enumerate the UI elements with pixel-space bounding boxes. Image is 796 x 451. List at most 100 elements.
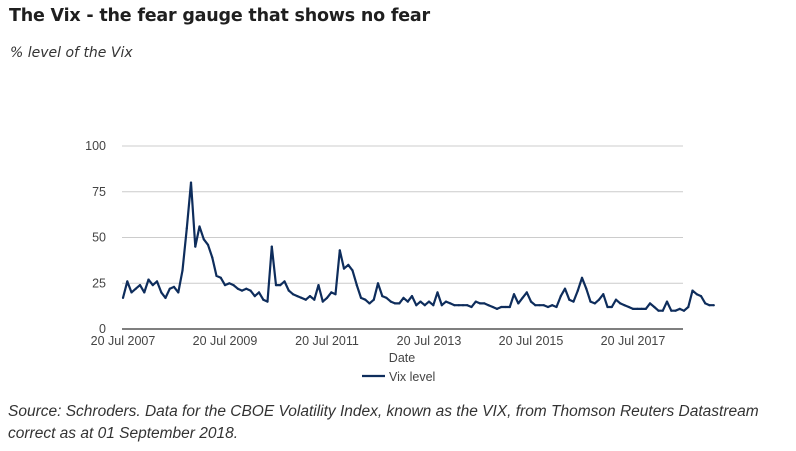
x-tick-label: 20 Jul 2011 — [295, 334, 359, 348]
data-point — [461, 304, 465, 307]
data-point — [325, 296, 329, 299]
data-point — [508, 305, 511, 309]
data-point — [534, 304, 537, 307]
data-point — [559, 295, 562, 298]
data-point — [262, 298, 265, 301]
x-tick-label: 20 Jul 2017 — [601, 334, 666, 348]
data-point — [653, 305, 656, 309]
data-point — [504, 305, 507, 309]
x-tick-label: 20 Jul 2009 — [193, 334, 258, 348]
data-point — [449, 302, 452, 305]
data-point — [704, 302, 707, 305]
data-point — [699, 295, 703, 298]
data-point — [287, 289, 290, 292]
data-point — [415, 304, 418, 307]
data-point — [279, 284, 282, 287]
data-point — [674, 309, 677, 312]
grid-lines — [122, 145, 683, 284]
data-point — [432, 304, 435, 307]
y-axis-tick-labels: 0 25 50 75 100 — [85, 139, 106, 336]
data-point — [466, 304, 469, 307]
data-point — [444, 300, 448, 303]
data-point — [351, 269, 354, 272]
data-point — [521, 296, 524, 299]
data-point — [627, 305, 630, 309]
data-point — [555, 305, 558, 309]
data-point — [177, 291, 180, 294]
data-point — [410, 295, 414, 298]
data-point — [546, 305, 550, 309]
y-tick-label: 100 — [85, 139, 106, 153]
data-point — [206, 243, 210, 246]
data-point — [347, 263, 350, 266]
data-point — [291, 293, 295, 296]
data-point — [512, 293, 516, 296]
data-point — [517, 302, 520, 305]
legend[interactable]: Vix level — [362, 370, 435, 384]
data-point — [321, 300, 324, 303]
y-tick-label: 0 — [99, 322, 106, 336]
data-point — [168, 287, 171, 290]
data-point — [597, 298, 601, 301]
data-point — [606, 305, 609, 309]
data-point — [342, 267, 346, 270]
y-tick-label: 50 — [92, 231, 106, 245]
data-point — [398, 302, 401, 305]
data-point — [389, 300, 392, 303]
data-point — [495, 307, 499, 310]
data-point — [563, 287, 567, 290]
data-point — [619, 302, 622, 305]
data-point — [172, 285, 176, 288]
legend-label: Vix level — [389, 370, 435, 384]
data-point — [270, 245, 273, 248]
data-point — [542, 304, 545, 307]
data-point — [687, 305, 690, 309]
data-point — [257, 291, 261, 294]
data-point — [636, 307, 639, 310]
data-point — [138, 284, 142, 287]
data-point — [334, 293, 337, 296]
data-point — [211, 256, 214, 259]
data-point — [614, 298, 618, 301]
data-point — [661, 309, 664, 312]
source-note: Source: Schroders. Data for the CBOE Vol… — [8, 403, 759, 442]
data-point — [538, 304, 541, 307]
data-point — [453, 304, 456, 307]
data-point — [304, 298, 307, 301]
data-point — [215, 274, 218, 277]
data-point — [572, 300, 575, 303]
x-axis-title: Date — [389, 351, 415, 365]
data-point — [491, 305, 494, 309]
data-point — [419, 300, 422, 303]
data-point — [436, 291, 439, 294]
data-point — [147, 278, 150, 281]
data-point — [551, 304, 554, 307]
data-point — [648, 302, 652, 305]
data-point — [602, 293, 605, 296]
data-point — [644, 307, 647, 310]
series-points — [121, 181, 715, 312]
data-point — [330, 291, 333, 294]
x-axis-tick-labels: 20 Jul 2007 20 Jul 2009 20 Jul 2011 20 Jul … — [91, 334, 666, 348]
data-point — [406, 300, 409, 303]
data-point — [368, 302, 371, 305]
data-point — [266, 300, 269, 303]
data-point — [423, 304, 426, 307]
data-point — [283, 280, 286, 283]
y-tick-label: 75 — [92, 185, 106, 199]
data-point — [483, 302, 486, 305]
data-point — [610, 305, 613, 309]
data-point — [240, 289, 244, 292]
data-point — [474, 300, 477, 303]
data-point — [640, 307, 643, 310]
data-point — [143, 291, 146, 294]
data-point — [296, 295, 299, 298]
data-point — [274, 284, 278, 287]
data-point — [478, 302, 482, 305]
data-point — [253, 295, 256, 298]
data-point — [712, 304, 715, 307]
series-line-vix-level — [121, 181, 714, 312]
data-point — [682, 309, 686, 312]
data-point — [249, 289, 252, 292]
chart-subtitle: % level of the Vix — [10, 45, 133, 61]
